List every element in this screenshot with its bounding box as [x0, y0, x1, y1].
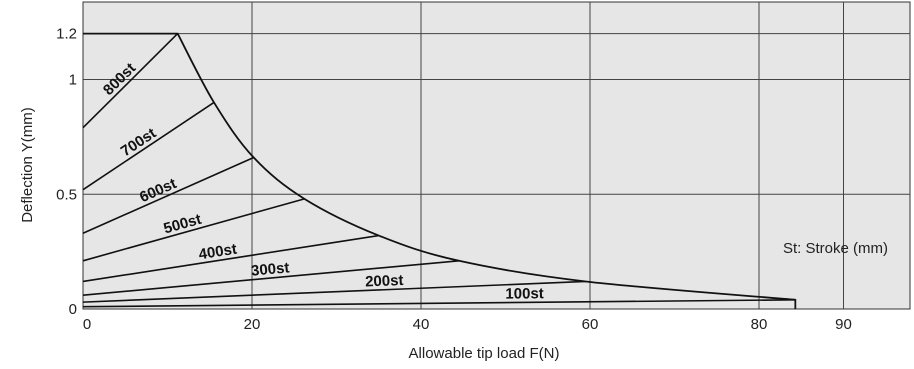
stroke-note: St: Stroke (mm) — [783, 240, 888, 257]
x-tick-label: 40 — [413, 316, 430, 333]
envelope-curve — [83, 32, 797, 309]
series-lines — [82, 33, 796, 308]
envelope — [83, 32, 797, 309]
series-line-600st — [82, 156, 255, 234]
y-tick-labels: 0 0.5 1 1.2 — [56, 26, 77, 318]
series-label-200st: 200st — [365, 272, 404, 291]
x-tick-label: 90 — [835, 316, 852, 333]
series-label-100st: 100st — [505, 285, 544, 302]
y-axis-label: Deflection Y(mm) — [19, 107, 36, 223]
y-tick-label: 1 — [69, 72, 77, 89]
series-line-300st — [82, 260, 460, 297]
x-tick-label: 60 — [582, 316, 599, 333]
series-line-500st — [82, 198, 305, 262]
series-label-400st: 400st — [197, 241, 238, 264]
x-axis-label: Allowable tip load F(N) — [409, 345, 560, 362]
y-tick-label: 1.2 — [56, 26, 77, 43]
y-tick-label: 0.5 — [56, 186, 77, 203]
series-line-800st — [82, 33, 179, 129]
x-tick-label: 20 — [244, 316, 261, 333]
x-tick-label: 80 — [751, 316, 768, 333]
plot-area — [82, 1, 911, 310]
x-tick-labels: 0 20 40 60 80 90 — [83, 316, 852, 333]
series-line-700st — [82, 101, 215, 191]
series-line-100st — [82, 299, 796, 308]
y-tick-label: 0 — [69, 301, 77, 318]
series-label-300st: 300st — [250, 259, 290, 279]
x-tick-label: 0 — [83, 316, 91, 333]
series-line-400st — [82, 234, 379, 283]
gridlines — [83, 2, 910, 309]
series-line-200st — [82, 280, 586, 303]
